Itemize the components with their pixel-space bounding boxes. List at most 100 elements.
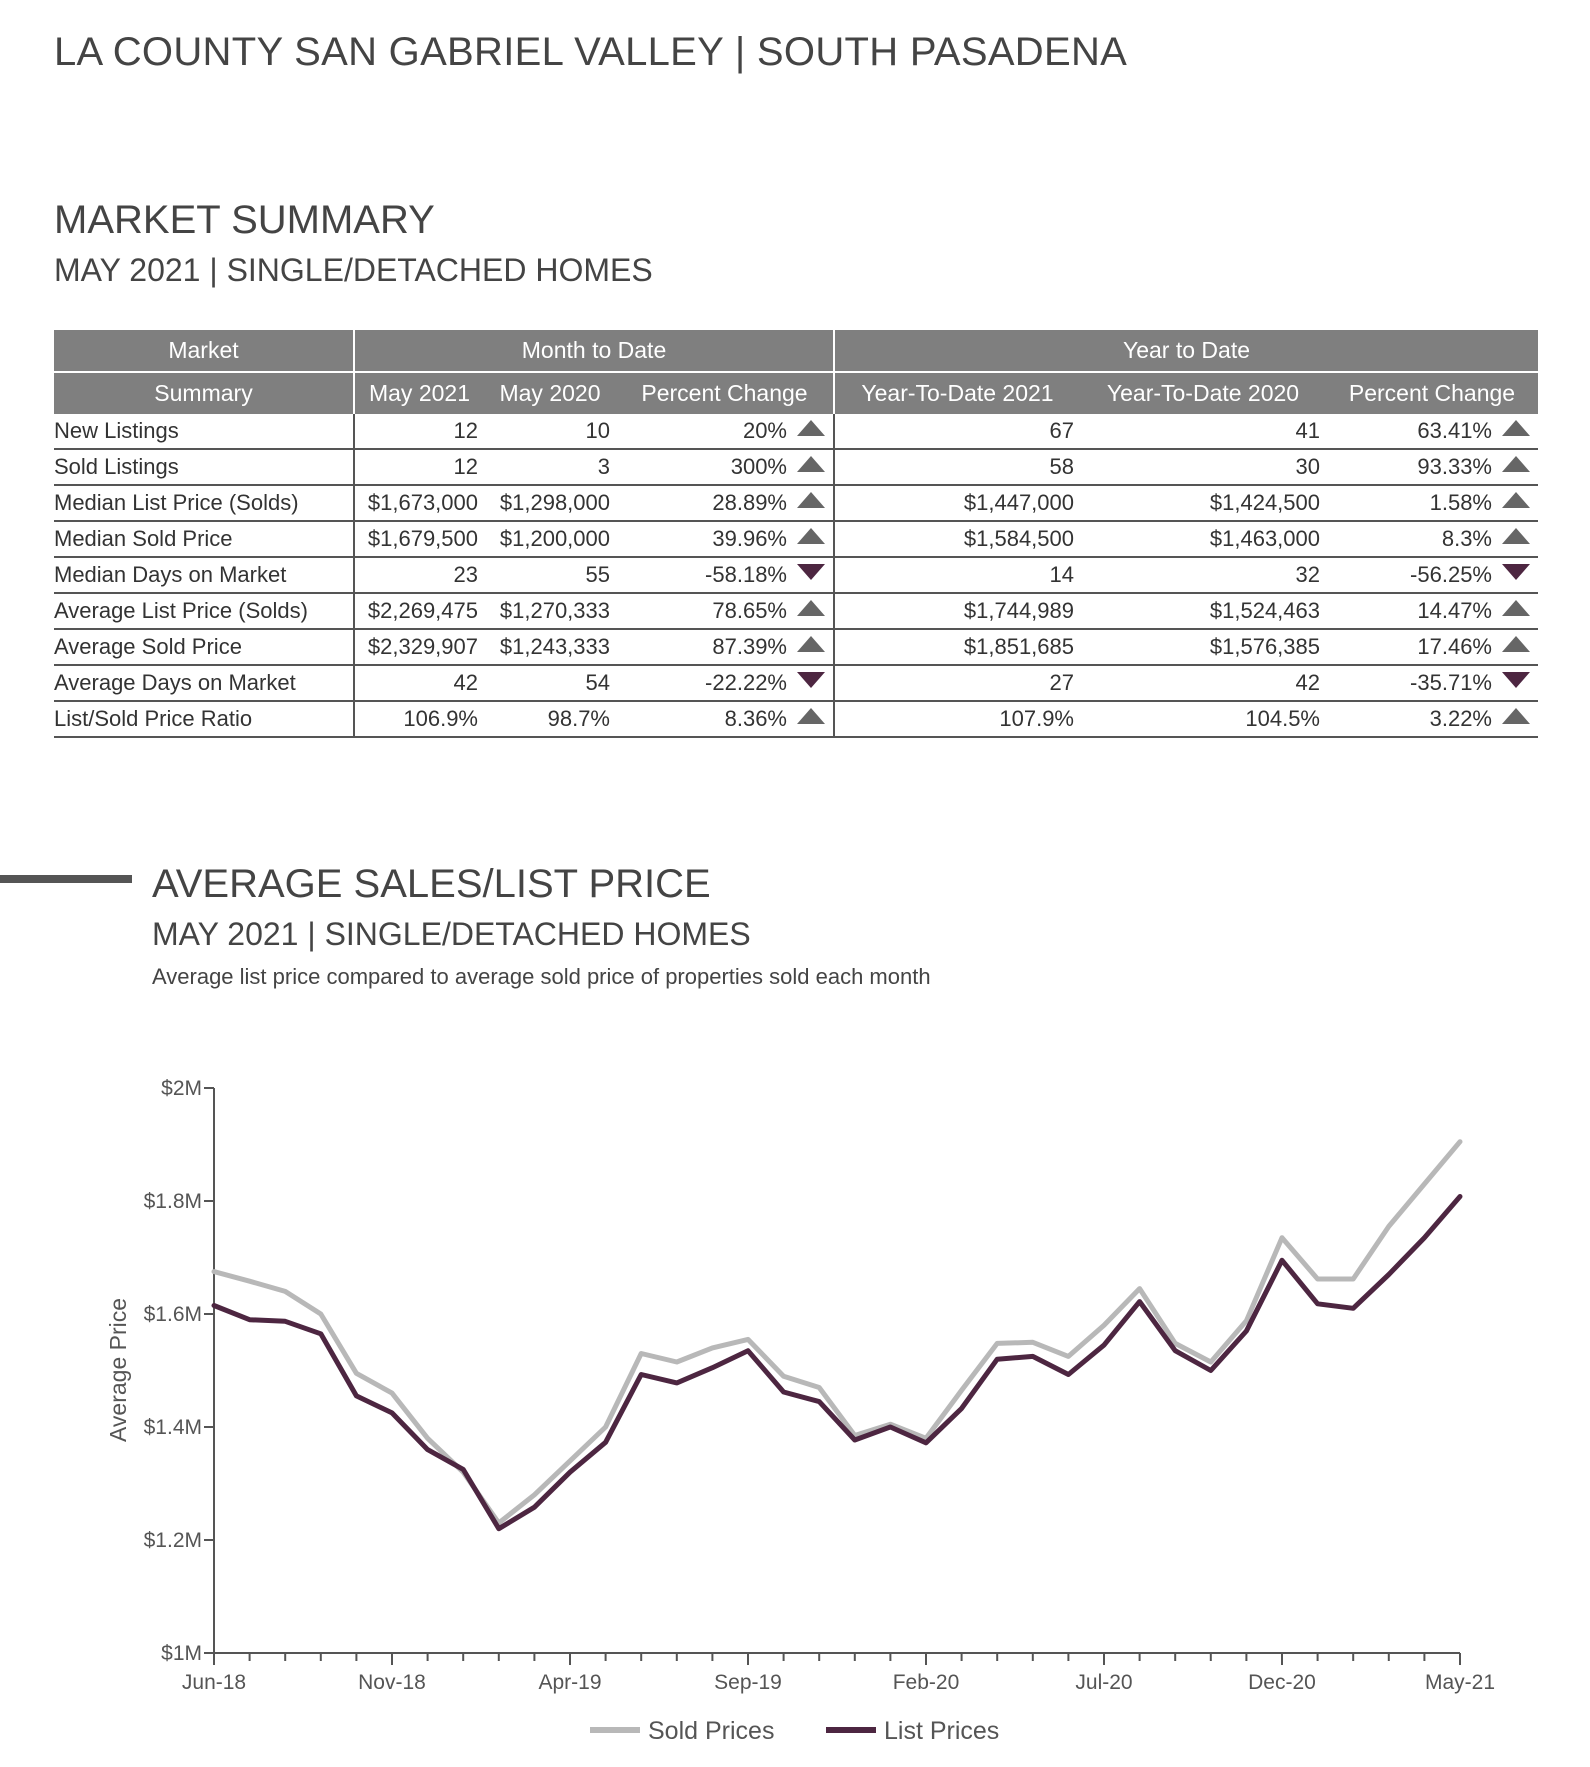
arrow-up-icon — [797, 636, 825, 653]
arrow-up-icon — [1502, 600, 1530, 617]
y-tick-label: $1M — [161, 1642, 202, 1665]
y-tick-label: $1.4M — [144, 1416, 202, 1439]
may-2020-value-text: 10 — [585, 418, 610, 443]
may-2020-value: $1,200,000 — [484, 521, 616, 558]
ytd-2020-value-text: $1,463,000 — [1209, 526, 1320, 551]
may-2020-value: $1,298,000 — [484, 485, 616, 522]
market-summary-table: Market Month to Date Year to Date Summar… — [54, 330, 1538, 738]
page-title: LA COUNTY SAN GABRIEL VALLEY | SOUTH PAS… — [54, 30, 1128, 74]
table-row: Average Sold Price $2,329,907 $1,243,333 87… — [54, 629, 1538, 666]
arrow-up-icon — [1502, 528, 1530, 545]
table-row: Sold Listings 12 3 300% 58 30 93.33% — [54, 449, 1538, 486]
mtd-percent-change-text: 8.36% — [724, 706, 787, 731]
ytd-2021-value-text: 27 — [1049, 670, 1074, 695]
may-2020-value-text: 3 — [597, 454, 610, 479]
arrow-up-icon — [1502, 420, 1530, 437]
ytd-2021-value: $1,584,500 — [834, 521, 1080, 558]
x-tick-label: Dec-20 — [1248, 1671, 1316, 1694]
may-2021-value: 23 — [354, 557, 484, 594]
ytd-2021-value-text: $1,744,989 — [963, 598, 1074, 623]
ytd-2020-value: 30 — [1080, 449, 1326, 486]
may-2020-value: 55 — [484, 557, 616, 594]
may-2021-value-text: 23 — [453, 562, 478, 587]
header-summary-bottom: Summary — [54, 372, 355, 414]
ytd-2021-value: $1,744,989 — [834, 593, 1080, 630]
may-2020-value-text: 54 — [585, 670, 610, 695]
may-2021-value-text: $2,329,907 — [367, 634, 478, 659]
may-2021-value-text: 12 — [453, 454, 478, 479]
column-header: Percent Change — [616, 372, 835, 414]
arrow-up-icon — [797, 492, 825, 509]
ytd-percent-change: 8.3% — [1326, 521, 1538, 558]
header-summary-top: Market — [54, 330, 355, 373]
mtd-percent-change: 300% — [616, 449, 835, 486]
ytd-2020-value-text: $1,424,500 — [1209, 490, 1320, 515]
may-2021-value-text: 12 — [453, 418, 478, 443]
arrow-down-icon — [797, 564, 825, 581]
header-year-to-date: Year to Date — [834, 330, 1538, 373]
may-2020-value: 3 — [484, 449, 616, 486]
ytd-percent-change: 17.46% — [1326, 629, 1538, 666]
mtd-percent-change: 87.39% — [616, 629, 835, 666]
chart-description: Average list price compared to average s… — [152, 964, 931, 989]
ytd-percent-change-text: 8.3% — [1441, 526, 1492, 551]
arrow-up-icon — [1502, 708, 1530, 725]
column-header: Percent Change — [1326, 372, 1538, 414]
ytd-percent-change: 93.33% — [1326, 449, 1538, 486]
row-label-text: List/Sold Price Ratio — [54, 706, 253, 731]
may-2021-value-text: $1,679,500 — [367, 526, 478, 551]
may-2020-value: $1,243,333 — [484, 629, 616, 666]
may-2020-value-text: $1,270,333 — [499, 598, 610, 623]
ytd-percent-change-text: 93.33% — [1417, 454, 1492, 479]
mtd-percent-change-text: 87.39% — [712, 634, 787, 659]
column-header: May 2021 — [354, 372, 484, 414]
row-label-text: Median Days on Market — [54, 562, 287, 587]
ytd-2020-value: 104.5% — [1080, 701, 1326, 738]
row-label-text: Median Sold Price — [54, 526, 233, 551]
section-accent-bar — [0, 875, 132, 883]
may-2020-value-text: $1,200,000 — [499, 526, 610, 551]
may-2020-value-text: $1,298,000 — [499, 490, 610, 515]
row-label: Average Sold Price — [54, 629, 355, 666]
table-row: Average List Price (Solds) $2,269,475 $1,2… — [54, 593, 1538, 630]
row-label-text: Average Days on Market — [54, 670, 296, 695]
row-label-text: New Listings — [54, 418, 179, 443]
x-tick-label: Sep-19 — [714, 1671, 782, 1694]
mtd-percent-change-text: 20% — [742, 418, 787, 443]
row-label-text: Sold Listings — [54, 454, 179, 479]
arrow-down-icon — [1502, 564, 1530, 581]
may-2021-value: 12 — [354, 449, 484, 486]
ytd-2021-value: 107.9% — [834, 701, 1080, 738]
table-row: List/Sold Price Ratio 106.9% 98.7% 8.36% 107… — [54, 701, 1538, 738]
row-label: Sold Listings — [54, 449, 355, 486]
arrow-down-icon — [1502, 672, 1530, 689]
table-row: Median Sold Price $1,679,500 $1,200,000 39.… — [54, 521, 1538, 558]
table-row: New Listings 12 10 20% 67 41 63.41% — [54, 414, 1538, 450]
ytd-2021-value: 67 — [834, 414, 1080, 450]
may-2021-value: $1,673,000 — [354, 485, 484, 522]
chart-section-title: AVERAGE SALES/LIST PRICE — [152, 862, 711, 906]
arrow-up-icon — [797, 600, 825, 617]
chart-section-subtitle: MAY 2021 | SINGLE/DETACHED HOMES — [152, 916, 751, 952]
ytd-percent-change: -35.71% — [1326, 665, 1538, 702]
x-tick-label: Jul-20 — [1075, 1671, 1132, 1694]
may-2020-value-text: 98.7% — [547, 706, 610, 731]
ytd-percent-change: 14.47% — [1326, 593, 1538, 630]
may-2021-value-text: 42 — [453, 670, 478, 695]
ytd-2020-value-text: 104.5% — [1245, 706, 1320, 731]
ytd-percent-change-text: 1.58% — [1429, 490, 1492, 515]
may-2021-value-text: $1,673,000 — [367, 490, 478, 515]
mtd-percent-change-text: -22.22% — [705, 670, 787, 695]
arrow-up-icon — [1502, 456, 1530, 473]
ytd-2021-value-text: $1,851,685 — [963, 634, 1074, 659]
mtd-percent-change-text: 28.89% — [712, 490, 787, 515]
ytd-2020-value-text: $1,524,463 — [1209, 598, 1320, 623]
mtd-percent-change: -58.18% — [616, 557, 835, 594]
column-header: May 2020 — [484, 372, 616, 414]
ytd-2020-value-text: 42 — [1295, 670, 1320, 695]
y-tick-label: $1.2M — [144, 1529, 202, 1552]
may-2020-value: $1,270,333 — [484, 593, 616, 630]
arrow-up-icon — [797, 420, 825, 437]
may-2020-value-text: $1,243,333 — [499, 634, 610, 659]
